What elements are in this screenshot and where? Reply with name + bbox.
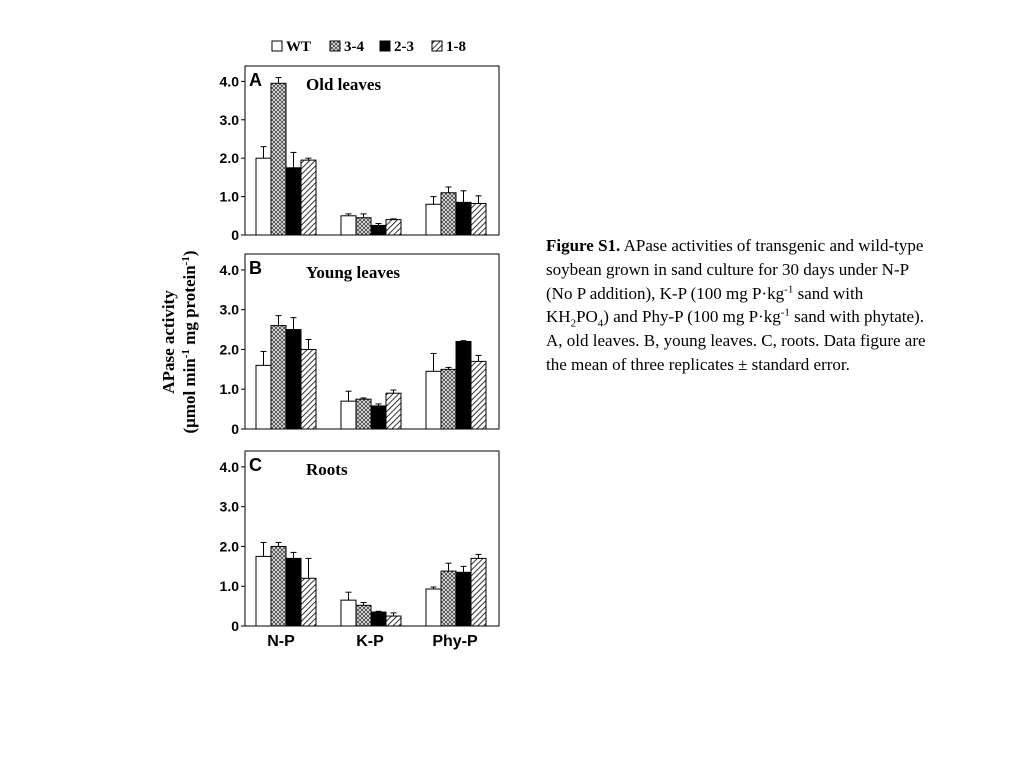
panel-letter: B [249,258,262,278]
bar-b-k-p-wt [340,400,357,430]
figure-caption: Figure S1. APase activities of transgeni… [546,234,926,377]
bar-c-k-p-wt [340,599,357,627]
legend-swatch-3-4 [329,40,341,52]
y-tick-label: 4.0 [220,459,240,475]
caption-heading: Figure S1. [546,236,621,255]
bar-b-n-p-wt [255,364,272,430]
y-tick-label: 1.0 [220,189,240,205]
y-tick-label: 0 [231,421,239,437]
y-axis-title-line-2: (μmol min-1 mg protein-1) [180,250,199,433]
panel-b: 0 1.0 2.0 3.0 4.0 B Young leaves [220,253,500,437]
y-tick-label: 0 [231,618,239,634]
panel-a: 0 1.0 2.0 3.0 4.0 A Old leaves [220,65,500,243]
y-tick-label: 2.0 [220,341,240,357]
bar-c-phy-p-1-8 [470,557,487,627]
y-tick-label: 1.0 [220,381,240,397]
bar-c-phy-p-3-4 [440,570,457,627]
panel-title: Old leaves [306,75,381,94]
bar-b-phy-p-3-4 [440,368,457,430]
y-tick-label: 3.0 [220,499,240,515]
bar-c-k-p-1-8 [385,615,402,627]
legend-swatch-wt [271,40,283,52]
panel-title: Roots [306,460,348,479]
y-tick-label: 0 [231,227,239,243]
panel-c: 0 1.0 2.0 3.0 4.0 C Roots [220,450,500,634]
y-tick-label: 3.0 [220,302,240,318]
y-axis-title-line-1: APase activity [159,290,178,394]
category-label-k-p: K-P [356,633,384,650]
bar-a-phy-p-3-4 [440,192,457,236]
bar-c-n-p-1-8 [300,577,317,627]
bar-b-n-p-3-4 [270,325,287,430]
panel-letter: A [249,70,262,90]
y-tick-label: 2.0 [220,538,240,554]
bar-a-phy-p-1-8 [470,203,487,236]
bar-b-phy-p-wt [425,370,442,430]
bar-a-k-p-3-4 [355,217,372,236]
y-tick-label: 2.0 [220,150,240,166]
bar-c-k-p-3-4 [355,604,372,627]
bar-c-n-p-2-3 [285,557,302,627]
bar-b-n-p-1-8 [300,348,317,430]
legend-swatch-2-3 [379,40,391,52]
y-axis-title: APase activity (μmol min-1 mg protein-1) [159,250,199,433]
caption-paragraph-2: A, old leaves. B, young leaves. C, roots… [546,331,926,374]
bar-b-k-p-2-3 [370,405,387,430]
panel-letter: C [249,455,262,475]
bar-c-phy-p-2-3 [455,571,472,627]
bar-a-n-p-2-3 [285,167,302,236]
panel-title: Young leaves [306,263,400,282]
bar-a-n-p-1-8 [300,159,317,236]
category-label-n-p: N-P [267,633,295,650]
bar-b-phy-p-1-8 [470,360,487,430]
bar-c-k-p-2-3 [370,611,387,627]
y-tick-label: 1.0 [220,578,240,594]
legend-label-3-4: 3-4 [344,39,364,55]
y-tick-label: 4.0 [220,73,240,89]
legend-swatch-1-8 [431,40,443,52]
legend-label-1-8: 1-8 [446,39,466,55]
chart-legend: WT 3-4 2-3 1-8 [271,39,466,55]
bar-c-phy-p-wt [425,588,442,627]
bar-a-n-p-wt [255,157,272,236]
caption-paragraph-1: Figure S1. APase activities of transgeni… [546,236,924,330]
x-axis-categories: N-P K-P Phy-P [267,633,478,650]
bar-a-k-p-wt [340,215,357,236]
bar-a-k-p-1-8 [385,219,402,236]
bar-b-n-p-2-3 [285,329,302,430]
bar-a-phy-p-wt [425,203,442,236]
bar-b-k-p-1-8 [385,392,402,430]
bar-c-n-p-3-4 [270,545,287,627]
bar-a-n-p-3-4 [270,82,287,236]
category-label-phy-p: Phy-P [432,633,478,650]
legend-label-2-3: 2-3 [394,39,414,55]
y-tick-label: 3.0 [220,112,240,128]
bar-b-k-p-3-4 [355,398,372,430]
bar-a-k-p-2-3 [370,224,387,236]
bar-a-phy-p-2-3 [455,201,472,236]
y-tick-label: 4.0 [220,262,240,278]
bar-c-n-p-wt [255,555,272,627]
bar-b-phy-p-2-3 [455,341,472,430]
legend-label-wt: WT [286,39,311,55]
